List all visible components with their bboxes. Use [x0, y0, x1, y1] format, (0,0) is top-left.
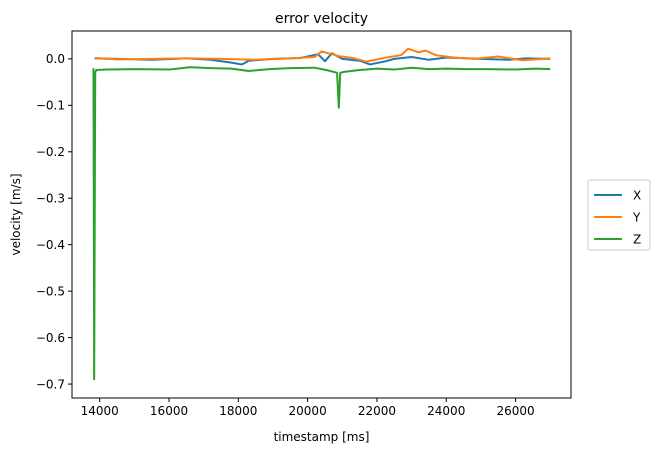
legend-label-z: Z: [633, 233, 641, 247]
x-tick-label: 14000: [81, 404, 119, 418]
x-tick-label: 16000: [150, 404, 188, 418]
y-tick-label: −0.7: [36, 377, 65, 391]
x-tick-label: 20000: [289, 404, 327, 418]
y-axis: 0.0 −0.1 −0.2 −0.3 −0.4 −0.5 −0.6 −0.7: [36, 52, 72, 391]
chart-title: error velocity: [275, 11, 368, 27]
y-tick-label: −0.1: [36, 99, 65, 113]
x-axis-label: timestamp [ms]: [274, 430, 370, 444]
y-tick-label: −0.5: [36, 284, 65, 298]
x-tick-label: 18000: [219, 404, 257, 418]
y-tick-label: 0.0: [46, 52, 65, 66]
x-tick-label: 26000: [496, 404, 534, 418]
series-line-z: [92, 66, 551, 381]
x-axis: 14000 16000 18000 20000 22000 24000 26000: [81, 398, 535, 418]
x-tick-label: 22000: [358, 404, 396, 418]
series-line-y: [94, 47, 551, 63]
y-tick-label: −0.3: [36, 192, 65, 206]
plot-frame: [71, 30, 572, 399]
y-axis-label: velocity [m/s]: [9, 173, 23, 255]
legend-label-y: Y: [632, 211, 641, 225]
series-layer: [92, 47, 551, 381]
y-tick-label: −0.4: [36, 238, 65, 252]
x-tick-label: 24000: [427, 404, 465, 418]
legend-label-x: X: [633, 189, 641, 203]
legend-frame: [587, 179, 651, 251]
plot-area: [71, 30, 572, 399]
legend: XYZ: [587, 179, 651, 251]
y-tick-label: −0.2: [36, 145, 65, 159]
y-tick-label: −0.6: [36, 331, 65, 345]
